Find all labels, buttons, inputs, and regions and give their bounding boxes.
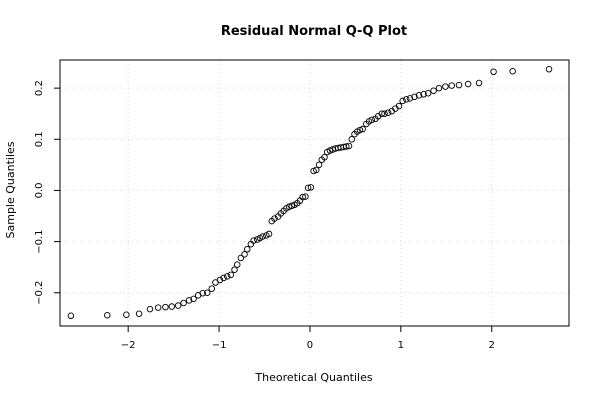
data-point	[227, 271, 235, 279]
data-point	[243, 246, 251, 253]
data-point	[406, 95, 414, 102]
data-point	[146, 305, 154, 313]
data-point	[185, 297, 193, 304]
data-point	[271, 215, 278, 222]
x-tick-label: 1	[398, 340, 404, 351]
data-point	[307, 184, 315, 191]
data-point	[223, 273, 231, 280]
data-point	[313, 166, 320, 174]
data-point	[299, 193, 306, 201]
data-point	[241, 251, 248, 258]
data-point	[315, 161, 323, 169]
data-point	[168, 303, 176, 310]
data-point	[381, 110, 388, 117]
data-point	[435, 84, 443, 92]
data-point	[208, 285, 216, 292]
y-tick-label: 0.2	[34, 80, 45, 96]
data-point	[395, 102, 403, 110]
data-point	[216, 276, 224, 284]
data-point	[399, 97, 406, 105]
y-tick-label: −0.2	[34, 281, 45, 305]
data-point	[154, 304, 162, 311]
data-point	[359, 125, 366, 133]
data-point	[378, 110, 386, 117]
data-point	[368, 116, 376, 124]
data-point	[180, 299, 187, 307]
data-point	[199, 290, 206, 297]
data-point	[448, 82, 455, 89]
data-point	[464, 80, 472, 88]
data-point	[545, 65, 553, 73]
data-point	[285, 203, 293, 211]
data-point	[420, 91, 427, 98]
y-axis: −0.2 −0.1 0.0 0.1 0.2	[34, 80, 60, 305]
x-tick-label: −2	[121, 340, 136, 351]
x-axis-label: Theoretical Quantiles	[254, 371, 372, 384]
data-point	[233, 261, 241, 268]
data-point	[455, 81, 463, 89]
data-point	[67, 312, 75, 320]
chart-title: Residual Normal Q-Q Plot	[221, 24, 407, 39]
y-tick-label: −0.1	[34, 229, 45, 253]
data-points	[67, 65, 553, 320]
data-point	[304, 184, 312, 192]
data-point	[415, 92, 423, 99]
data-point	[104, 312, 111, 319]
data-point	[203, 289, 211, 297]
data-point	[190, 295, 197, 303]
grid	[60, 60, 569, 326]
y-tick-label: 0.1	[34, 131, 45, 147]
data-point	[475, 79, 483, 87]
data-point	[356, 126, 364, 134]
y-tick-label: 0.0	[34, 182, 45, 198]
data-point	[302, 193, 309, 200]
data-point	[348, 136, 356, 143]
data-point	[442, 83, 449, 90]
x-tick-label: −1	[212, 340, 227, 351]
data-point	[345, 142, 353, 150]
data-point	[123, 311, 130, 318]
data-point	[135, 310, 143, 317]
data-point	[250, 237, 257, 244]
data-point	[326, 147, 334, 154]
data-point	[288, 202, 296, 210]
data-point	[265, 230, 273, 238]
data-point	[162, 303, 169, 311]
data-point	[231, 266, 238, 273]
data-point	[237, 254, 245, 262]
data-point	[259, 233, 266, 240]
data-point	[424, 89, 432, 97]
data-point	[384, 109, 392, 116]
data-point	[321, 153, 328, 161]
x-tick-label: 0	[307, 340, 313, 351]
data-point	[174, 302, 182, 309]
data-point	[490, 68, 497, 76]
plot-frame	[59, 59, 570, 327]
x-tick-label: 2	[489, 340, 495, 351]
x-axis: −2 −1 0 1 2	[121, 326, 495, 351]
data-point	[310, 167, 317, 175]
data-point	[220, 274, 227, 282]
data-point	[509, 68, 516, 75]
data-point	[403, 96, 410, 103]
y-axis-label: Sample Quantiles	[4, 141, 17, 238]
data-point	[343, 143, 350, 150]
data-point	[411, 93, 418, 101]
data-point	[430, 87, 437, 94]
